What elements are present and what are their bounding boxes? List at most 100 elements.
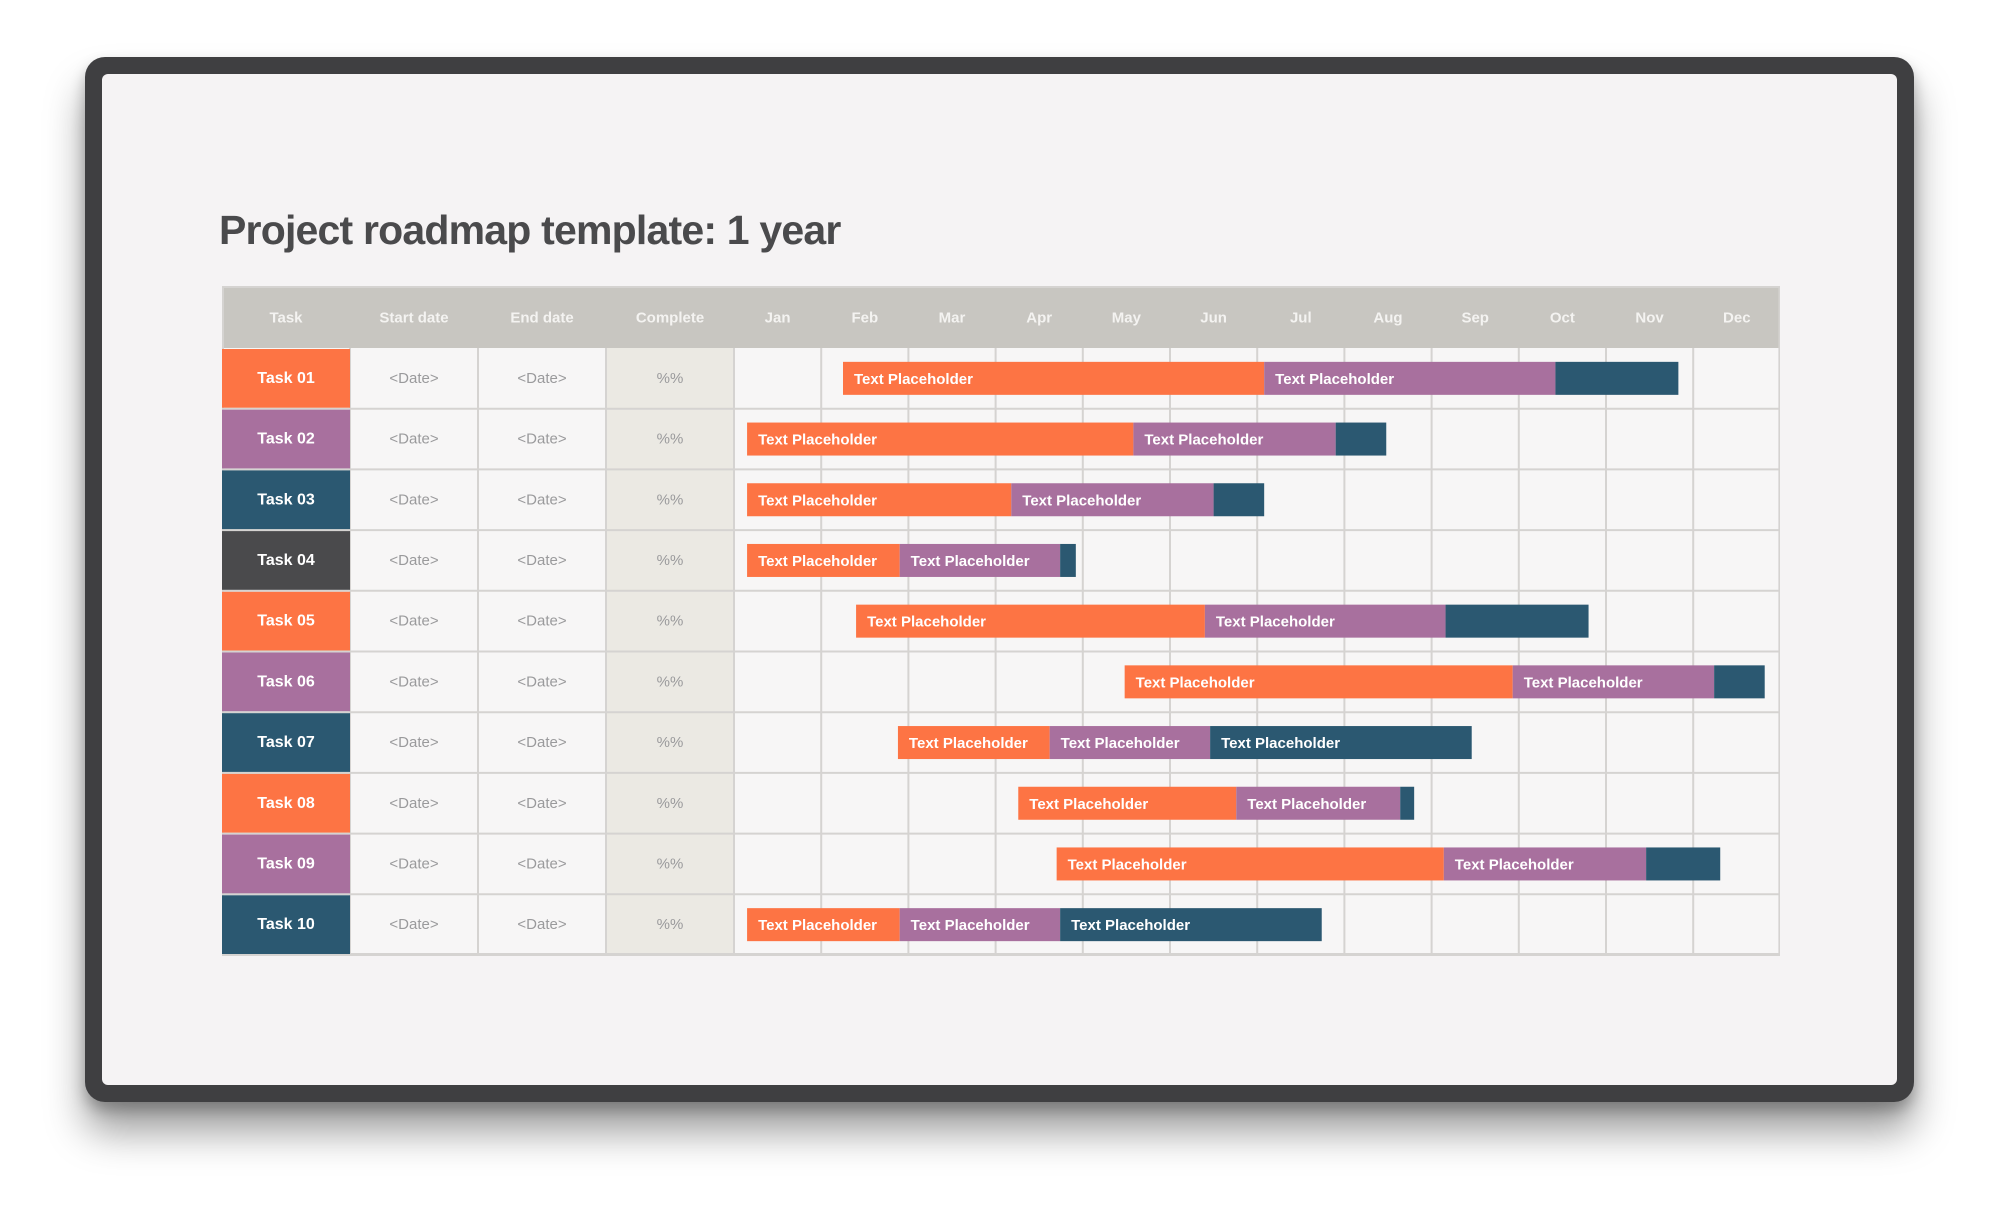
end-date-value: <Date> xyxy=(517,613,566,630)
gantt-bar-label: Text Placeholder xyxy=(1136,674,1255,691)
task-name-label: Task 06 xyxy=(257,673,315,690)
task-name-cell xyxy=(222,409,350,469)
gantt-bar-label: Text Placeholder xyxy=(1275,371,1394,388)
start-date-value: <Date> xyxy=(389,916,438,933)
task-name-label: Task 02 xyxy=(257,431,315,448)
gantt-bar-segment xyxy=(1264,361,1556,395)
gantt-bar-segment xyxy=(1213,483,1265,517)
task-name-cell xyxy=(222,895,350,954)
complete-value: %% xyxy=(657,734,684,751)
gantt-bar-segment xyxy=(1060,908,1322,942)
task-name-label: Task 03 xyxy=(257,491,315,508)
gantt-bar-label: Text Placeholder xyxy=(1144,432,1263,449)
task-name-label: Task 09 xyxy=(257,855,315,872)
complete-value: %% xyxy=(657,673,684,690)
task-name-cell xyxy=(222,713,350,772)
month-header-label: Jul xyxy=(1290,310,1312,327)
complete-value: %% xyxy=(657,613,684,630)
end-date-value: <Date> xyxy=(517,673,566,690)
gantt-bar-label: Text Placeholder xyxy=(1221,735,1340,752)
month-header-label: Nov xyxy=(1635,310,1664,327)
gantt-bar-label: Text Placeholder xyxy=(867,614,986,631)
task-name-cell xyxy=(222,652,350,712)
gantt-bar-segment xyxy=(1443,847,1647,881)
gantt-bar-segment xyxy=(1056,847,1444,881)
end-date-value: <Date> xyxy=(517,491,566,508)
gantt-bar-segment xyxy=(1124,665,1513,699)
gantt-bar-segment xyxy=(747,422,1134,456)
task-name-label: Task 04 xyxy=(257,552,315,569)
month-header-label: Aug xyxy=(1373,310,1402,327)
month-header-label: Jun xyxy=(1200,310,1227,327)
gantt-bar-label: Text Placeholder xyxy=(1071,917,1190,934)
page-title: Project roadmap template: 1 year xyxy=(219,207,841,253)
start-date-value: <Date> xyxy=(389,734,438,751)
month-header-label: Sep xyxy=(1461,310,1489,327)
gantt-bar-label: Text Placeholder xyxy=(1061,735,1180,752)
gantt-bar-label: Text Placeholder xyxy=(758,492,877,509)
column-header-label: Start date xyxy=(379,310,448,327)
month-header-label: Oct xyxy=(1550,310,1575,327)
complete-value: %% xyxy=(657,552,684,569)
gantt-bar-segment xyxy=(747,908,900,942)
gantt-bar-segment xyxy=(1011,483,1214,517)
gantt-bar-segment xyxy=(1236,786,1401,820)
gantt-bar-label: Text Placeholder xyxy=(1455,856,1574,873)
gantt-bar-segment xyxy=(1210,726,1472,760)
column-header-label: Task xyxy=(269,310,303,327)
slide-screen: Project roadmap template: 1 year Task Sta… xyxy=(102,74,1897,1085)
gantt-bar-segment xyxy=(1335,422,1387,456)
gantt-bar-label: Text Placeholder xyxy=(758,432,877,449)
gantt-bar-segment xyxy=(1512,665,1715,699)
task-name-cell xyxy=(222,349,350,408)
gantt-bar-label: Text Placeholder xyxy=(1029,796,1148,813)
task-name-cell xyxy=(222,591,350,651)
start-date-value: <Date> xyxy=(389,491,438,508)
start-date-value: <Date> xyxy=(389,613,438,630)
end-date-value: <Date> xyxy=(517,370,566,387)
gantt-bar-segment xyxy=(899,908,1061,942)
task-name-label: Task 10 xyxy=(257,916,315,933)
month-header-label: May xyxy=(1112,310,1142,327)
gantt-bar-segment xyxy=(899,543,1061,577)
complete-value: %% xyxy=(657,916,684,933)
gantt-bar-segment xyxy=(1555,361,1679,395)
gantt-bar-label: Text Placeholder xyxy=(758,553,877,570)
end-date-value: <Date> xyxy=(517,916,566,933)
gantt-bar-label: Text Placeholder xyxy=(911,553,1030,570)
month-header-label: Mar xyxy=(939,310,966,327)
start-date-value: <Date> xyxy=(389,673,438,690)
complete-value: %% xyxy=(657,370,684,387)
gantt-bar-segment xyxy=(1400,786,1415,820)
gantt-bar-segment xyxy=(1714,665,1765,699)
gantt-bar-segment xyxy=(747,543,900,577)
gantt-bar-label: Text Placeholder xyxy=(1216,614,1335,631)
gantt-bar-segment xyxy=(1133,422,1336,456)
end-date-value: <Date> xyxy=(517,855,566,872)
gantt-bar-segment xyxy=(856,604,1205,638)
gantt-bar-segment xyxy=(897,726,1050,760)
gantt-bar-segment xyxy=(1049,726,1211,760)
roadmap-chart: Task Start date End date Complete Jan Feb Mar A… xyxy=(222,286,1780,956)
start-date-value: <Date> xyxy=(389,795,438,812)
gantt-bar-label: Text Placeholder xyxy=(1022,492,1141,509)
task-name-label: Task 08 xyxy=(257,795,315,812)
task-name-cell xyxy=(222,470,350,530)
gantt-bar-label: Text Placeholder xyxy=(758,917,877,934)
gantt-bar-segment xyxy=(1018,786,1237,820)
task-name-label: Task 01 xyxy=(257,370,315,387)
header-row xyxy=(222,286,1780,348)
gantt-bar-label: Text Placeholder xyxy=(854,371,973,388)
gantt-bar-label: Text Placeholder xyxy=(1247,796,1366,813)
task-name-cell xyxy=(222,531,350,590)
task-name-label: Task 05 xyxy=(257,613,315,630)
gantt-bar-segment xyxy=(1060,543,1076,577)
gantt-bar-segment xyxy=(1445,604,1589,638)
start-date-value: <Date> xyxy=(389,855,438,872)
task-name-cell xyxy=(222,773,350,833)
start-date-value: <Date> xyxy=(389,552,438,569)
column-header-label: End date xyxy=(510,310,573,327)
complete-value: %% xyxy=(657,855,684,872)
gantt-bar-label: Text Placeholder xyxy=(1068,856,1187,873)
gantt-bar-segment xyxy=(1646,847,1721,881)
